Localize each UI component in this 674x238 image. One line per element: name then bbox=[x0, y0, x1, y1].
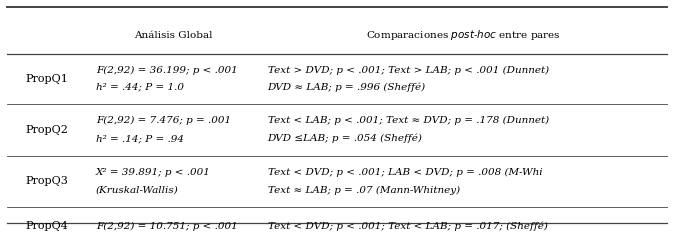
Text: h² = .44; P = 1.0: h² = .44; P = 1.0 bbox=[96, 83, 184, 92]
Text: Text < DVD; p < .001; LAB < DVD; p = .008 (M-Whi: Text < DVD; p < .001; LAB < DVD; p = .00… bbox=[268, 168, 542, 177]
Text: Text > DVD; p < .001; Text > LAB; p < .001 (Dunnet): Text > DVD; p < .001; Text > LAB; p < .0… bbox=[268, 65, 549, 74]
Text: Análisis Global: Análisis Global bbox=[134, 31, 213, 40]
Text: X² = 39.891; p < .001: X² = 39.891; p < .001 bbox=[96, 168, 210, 177]
Text: DVD ≈ LAB; p = .996 (Sheffé): DVD ≈ LAB; p = .996 (Sheffé) bbox=[268, 82, 426, 92]
Text: PropQ1: PropQ1 bbox=[26, 74, 69, 84]
Text: Text < DVD; p < .001; Text < LAB; p = .017; (Sheffé): Text < DVD; p < .001; Text < LAB; p = .0… bbox=[268, 221, 547, 231]
Text: h² = .14; P = .94: h² = .14; P = .94 bbox=[96, 134, 184, 143]
Text: F(2,92) = 36.199; p < .001: F(2,92) = 36.199; p < .001 bbox=[96, 65, 237, 74]
Text: Comparaciones $\mathit{post}$-$\mathit{hoc}$ entre pares: Comparaciones $\mathit{post}$-$\mathit{h… bbox=[366, 28, 561, 42]
Text: (Kruskal-Wallis): (Kruskal-Wallis) bbox=[96, 186, 179, 195]
Text: F(2,92) = 7.476; p = .001: F(2,92) = 7.476; p = .001 bbox=[96, 116, 231, 125]
Text: Text ≈ LAB; p = .07 (Mann-Whitney): Text ≈ LAB; p = .07 (Mann-Whitney) bbox=[268, 186, 460, 195]
Text: F(2,92) = 10.751; p < .001: F(2,92) = 10.751; p < .001 bbox=[96, 222, 237, 231]
Text: PropQ2: PropQ2 bbox=[26, 125, 69, 135]
Text: PropQ4: PropQ4 bbox=[26, 221, 69, 231]
Text: PropQ3: PropQ3 bbox=[26, 176, 69, 187]
Text: Text < LAB; p < .001; Text ≈ DVD; p = .178 (Dunnet): Text < LAB; p < .001; Text ≈ DVD; p = .1… bbox=[268, 116, 549, 125]
Text: DVD ≤LAB; p = .054 (Sheffé): DVD ≤LAB; p = .054 (Sheffé) bbox=[268, 134, 423, 143]
